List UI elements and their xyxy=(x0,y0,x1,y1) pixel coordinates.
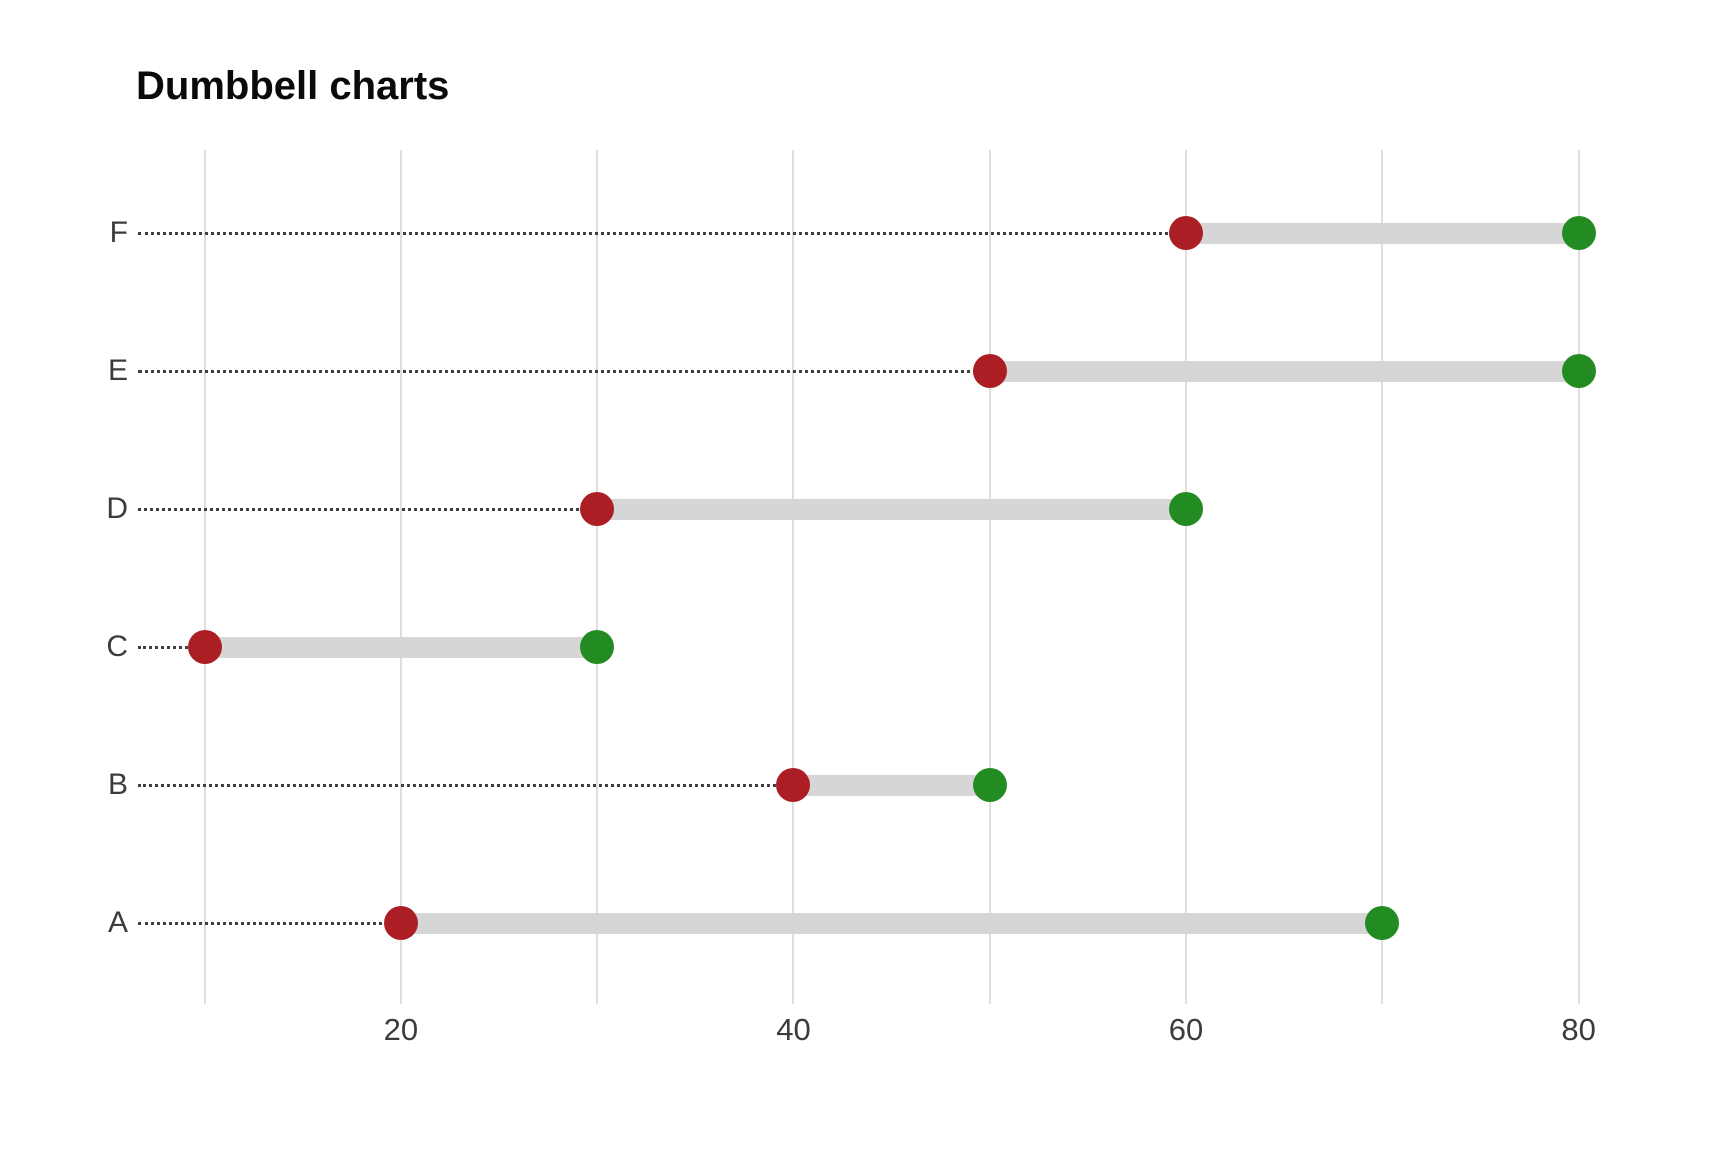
range-bar xyxy=(989,360,1579,382)
category-label: D xyxy=(106,492,128,525)
gridline xyxy=(399,150,402,1004)
leader-line xyxy=(138,922,401,925)
range-bar xyxy=(597,498,1187,520)
end-dot xyxy=(1365,906,1400,940)
gridline xyxy=(1185,150,1188,1004)
end-dot xyxy=(1561,354,1596,388)
gridline xyxy=(792,150,795,1004)
gridline xyxy=(1381,150,1384,1004)
leader-line xyxy=(138,784,794,787)
range-bar xyxy=(1186,222,1579,244)
category-label: A xyxy=(107,906,128,939)
x-axis-tick-label: 80 xyxy=(1561,1012,1596,1047)
category-label: E xyxy=(107,354,128,387)
start-dot xyxy=(383,906,418,940)
chart-title: Dumbbell charts xyxy=(136,64,450,108)
x-axis-tick-label: 40 xyxy=(776,1012,811,1047)
category-label: C xyxy=(106,630,128,663)
gridline xyxy=(596,150,599,1004)
end-dot xyxy=(972,768,1007,802)
range-bar xyxy=(204,636,598,658)
leader-line xyxy=(138,646,205,649)
start-dot xyxy=(1169,216,1204,250)
start-dot xyxy=(776,768,811,802)
start-dot xyxy=(580,492,615,526)
category-label: F xyxy=(109,216,128,249)
gridline xyxy=(1577,150,1580,1004)
range-bar xyxy=(400,912,1383,934)
gridline xyxy=(988,150,991,1004)
end-dot xyxy=(580,630,615,664)
x-axis-tick-label: 60 xyxy=(1168,1012,1204,1047)
start-dot xyxy=(187,630,222,664)
end-dot xyxy=(1169,492,1204,526)
category-label: B xyxy=(107,768,128,801)
start-dot xyxy=(972,354,1007,388)
leader-line xyxy=(138,232,1187,235)
x-axis-tick-label: 20 xyxy=(383,1012,419,1047)
leader-line xyxy=(138,370,990,373)
gridline xyxy=(203,150,206,1004)
end-dot xyxy=(1561,216,1596,250)
range-bar xyxy=(793,774,990,796)
leader-line xyxy=(138,508,598,511)
